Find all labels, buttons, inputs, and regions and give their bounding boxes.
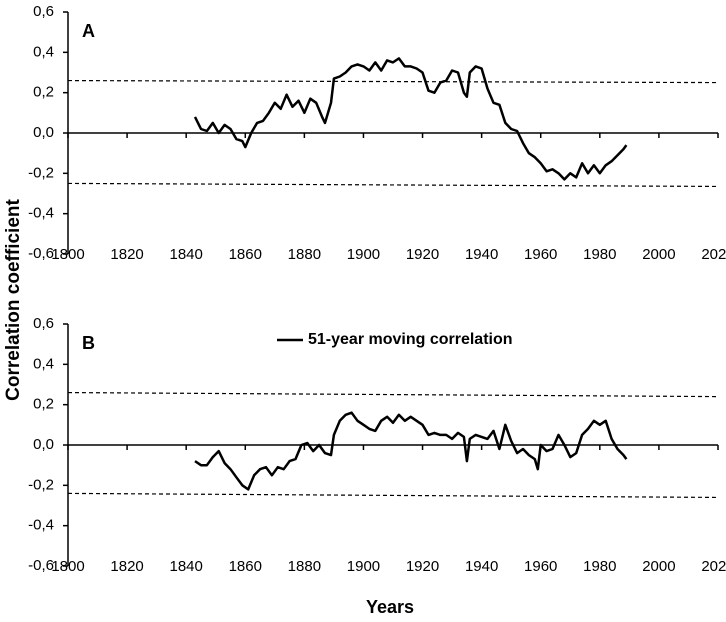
data-line: [193, 57, 628, 181]
x-tick-label: 2000: [642, 558, 675, 575]
y-tick-label: -0,4: [28, 517, 54, 534]
y-tick-label: 0,2: [33, 84, 54, 101]
y-tick-label: 0,0: [33, 124, 54, 141]
y-tick-label: 0,2: [33, 396, 54, 413]
y-tick-label: -0,6: [28, 557, 54, 574]
x-tick-label: 1880: [288, 246, 321, 263]
x-tick-label: 1920: [406, 558, 439, 575]
x-tick-label: 2020: [701, 558, 726, 575]
legend-label: 51-year moving correlation: [308, 331, 513, 348]
x-tick-label: 1820: [110, 558, 143, 575]
y-tick-label: 0,0: [33, 436, 54, 453]
reference-line: [67, 182, 719, 188]
x-tick-label: 1960: [524, 246, 557, 263]
x-tick-label: 1900: [347, 246, 380, 263]
x-tick-label: 2000: [642, 246, 675, 263]
y-tick-label: 0,4: [33, 355, 54, 372]
x-tick-label: 1980: [583, 558, 616, 575]
x-tick-label: 1800: [51, 246, 84, 263]
x-tick-label: 1860: [229, 558, 262, 575]
data-line: [194, 411, 628, 491]
y-axis-title: Correlation coefficient: [3, 199, 24, 401]
y-tick-label: -0,6: [28, 245, 54, 262]
x-tick-label: 1840: [169, 558, 202, 575]
reference-line: [67, 492, 719, 499]
y-tick-label: 0,6: [33, 3, 54, 20]
panel-label: B: [82, 333, 95, 353]
y-tick-label: 0,4: [33, 43, 54, 60]
x-tick-label: 1800: [51, 558, 84, 575]
y-tick-label: -0,2: [28, 164, 54, 181]
x-tick-label: 1940: [465, 246, 498, 263]
x-tick-label: 1960: [524, 558, 557, 575]
x-tick-label: 1820: [110, 246, 143, 263]
reference-line: [67, 391, 719, 398]
x-tick-label: 1940: [465, 558, 498, 575]
y-tick-label: -0,2: [28, 476, 54, 493]
x-tick-label: 1980: [583, 246, 616, 263]
y-tick-label: -0,4: [28, 205, 54, 222]
x-tick-label: 2020: [701, 246, 726, 263]
x-tick-label: 1880: [288, 558, 321, 575]
panel-label: A: [82, 21, 95, 41]
x-tick-label: 1860: [229, 246, 262, 263]
y-tick-label: 0,6: [33, 315, 54, 332]
x-tick-label: 1900: [347, 558, 380, 575]
reference-line: [67, 79, 719, 84]
x-tick-label: 1840: [169, 246, 202, 263]
x-axis-title: Years: [366, 597, 414, 617]
x-tick-label: 1920: [406, 246, 439, 263]
